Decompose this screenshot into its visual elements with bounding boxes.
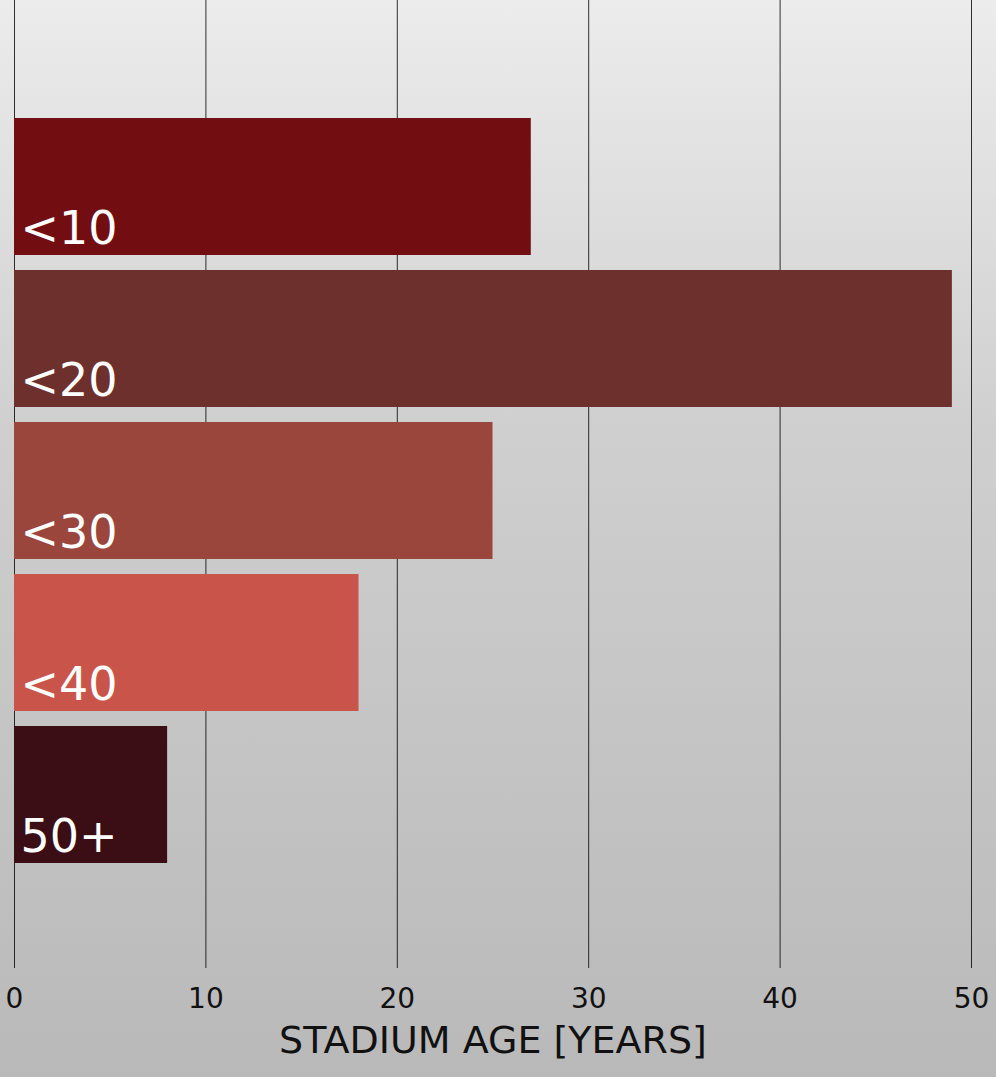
svg-text:50: 50 xyxy=(954,982,990,1015)
svg-text:<20: <20 xyxy=(21,353,118,407)
svg-text:<40: <40 xyxy=(21,657,118,711)
svg-text:STADIUM AGE [YEARS]: STADIUM AGE [YEARS] xyxy=(279,1018,707,1062)
svg-text:20: 20 xyxy=(379,982,415,1015)
svg-text:50+: 50+ xyxy=(21,809,118,863)
svg-text:<10: <10 xyxy=(21,201,118,255)
svg-text:0: 0 xyxy=(6,982,24,1015)
svg-text:40: 40 xyxy=(762,982,798,1015)
svg-text:<30: <30 xyxy=(21,505,118,559)
svg-text:30: 30 xyxy=(571,982,607,1015)
svg-text:10: 10 xyxy=(188,982,224,1015)
